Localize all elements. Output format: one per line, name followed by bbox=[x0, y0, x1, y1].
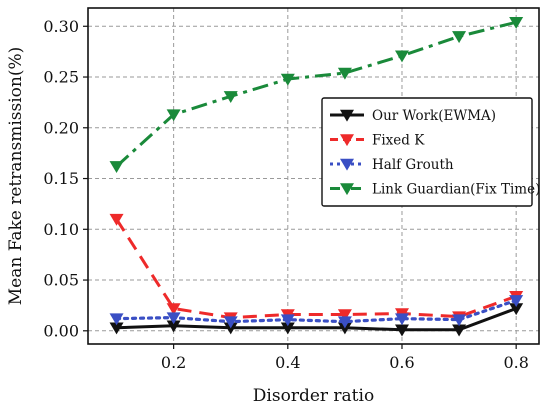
y-tick-label: 0.25 bbox=[43, 68, 79, 87]
y-axis-label: Mean Fake retransmission(%) bbox=[6, 47, 26, 306]
x-tick-label: 0.2 bbox=[161, 353, 186, 372]
data-point bbox=[223, 316, 238, 329]
data-point bbox=[337, 316, 352, 329]
data-point bbox=[337, 309, 352, 322]
x-axis-label: Disorder ratio bbox=[253, 386, 374, 406]
series-line bbox=[114, 298, 518, 324]
data-point bbox=[452, 324, 467, 337]
legend-marker bbox=[340, 134, 354, 147]
legend-marker bbox=[340, 109, 354, 122]
data-point bbox=[109, 322, 124, 335]
data-point bbox=[223, 91, 238, 103]
series-layer bbox=[109, 16, 524, 337]
data-point bbox=[280, 322, 295, 335]
legend-item: Our Work(EWMA) bbox=[330, 108, 496, 124]
data-point bbox=[452, 314, 467, 327]
data-point bbox=[166, 303, 181, 316]
data-point bbox=[394, 50, 409, 63]
legend-box bbox=[321, 97, 533, 207]
series-4 bbox=[109, 16, 524, 174]
legend-item: Fixed K bbox=[330, 133, 425, 149]
x-tick-label: 0.6 bbox=[389, 353, 414, 372]
y-tick-label: 0.10 bbox=[43, 220, 79, 239]
data-point bbox=[337, 322, 352, 335]
data-point bbox=[166, 109, 181, 122]
legend-label: Half Grouth bbox=[372, 157, 454, 173]
data-point bbox=[223, 322, 238, 335]
data-point bbox=[394, 324, 409, 337]
data-point bbox=[509, 16, 524, 29]
y-tick-label: 0.30 bbox=[43, 17, 79, 36]
legend-label: Link Guardian(Fix Time) bbox=[372, 182, 540, 198]
data-point bbox=[452, 31, 467, 44]
data-point bbox=[166, 320, 181, 333]
data-point bbox=[509, 295, 524, 308]
series-line bbox=[115, 218, 517, 320]
legend-label: Our Work(EWMA) bbox=[372, 108, 496, 124]
x-tick-label: 0.8 bbox=[503, 353, 528, 372]
legend-marker bbox=[340, 158, 354, 171]
plot-frame bbox=[87, 7, 540, 345]
data-point bbox=[509, 303, 524, 316]
series-line bbox=[116, 307, 517, 332]
data-point bbox=[394, 313, 409, 326]
legend-marker bbox=[340, 183, 354, 196]
grid bbox=[88, 8, 539, 344]
legend-item: Half Grouth bbox=[330, 157, 454, 173]
ticks: 0.2 0.4 0.6 0.8 0.00 0.05 0.10 0.15 0.20 0.25 0.30 bbox=[43, 17, 529, 372]
y-tick-label: 0.20 bbox=[43, 118, 79, 137]
y-tick-label: 0.05 bbox=[43, 271, 79, 290]
data-point bbox=[166, 312, 181, 325]
data-point bbox=[280, 73, 295, 86]
legend-item: Link Guardian(Fix Time) bbox=[330, 182, 540, 198]
data-point bbox=[109, 161, 124, 174]
data-point bbox=[109, 213, 124, 226]
series-3 bbox=[109, 295, 524, 329]
legend: Our Work(EWMA) Fixed K Half Grouth Link Gua… bbox=[321, 97, 540, 207]
y-tick-label: 0.15 bbox=[43, 169, 79, 188]
y-tick-label: 0.00 bbox=[43, 321, 79, 340]
series-1 bbox=[109, 303, 524, 337]
series-line bbox=[115, 20, 517, 168]
series-2 bbox=[109, 213, 524, 325]
x-tick-label: 0.4 bbox=[275, 353, 300, 372]
data-point bbox=[280, 314, 295, 327]
legend-label: Fixed K bbox=[372, 133, 425, 149]
data-point bbox=[337, 67, 352, 80]
data-point bbox=[109, 313, 124, 326]
